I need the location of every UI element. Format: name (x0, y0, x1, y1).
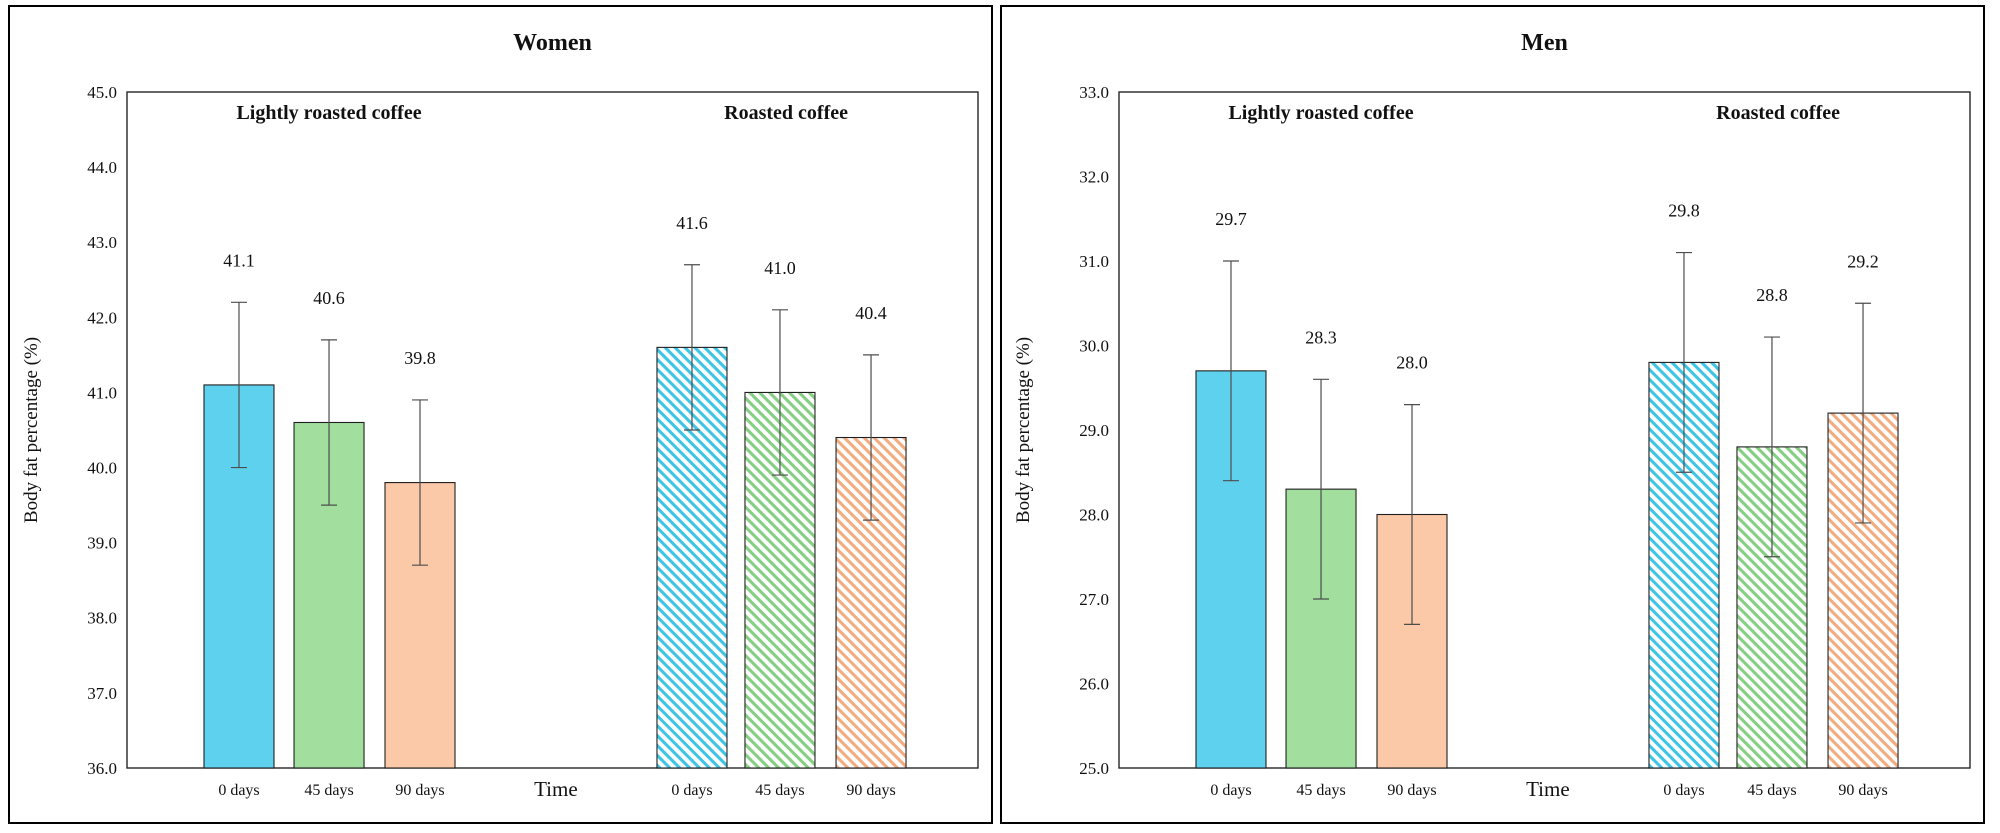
y-tick-label: 31.0 (1079, 252, 1109, 271)
y-tick-label: 28.0 (1079, 505, 1109, 524)
axis-frame (126, 91, 979, 769)
x-tick-label: 45 days (1296, 782, 1345, 799)
x-tick-label: 45 days (1747, 782, 1796, 799)
x-tick-label: 90 days (1838, 782, 1887, 799)
group-label: Lightly roasted coffee (236, 102, 421, 124)
x-tick-label: 90 days (1387, 782, 1436, 799)
y-tick-label: 30.0 (1079, 336, 1109, 355)
y-tick-label: 32.0 (1079, 167, 1109, 186)
y-tick-label: 40.0 (87, 459, 117, 478)
value-label: 28.8 (1756, 285, 1788, 305)
group-label: Lightly roasted coffee (1228, 102, 1413, 124)
y-tick-label: 33.0 (1079, 83, 1109, 102)
y-axis-label: Body fat percentage (%) (1013, 337, 1034, 523)
value-label: 29.2 (1847, 251, 1879, 271)
x-axis-label: Time (1526, 777, 1570, 801)
men-chart-panel: Men 33.0 32.0 31.0 30.0 29.0 28.0 27.0 26.0 25.0 B… (1000, 5, 1985, 824)
men-chart: Men 33.0 32.0 31.0 30.0 29.0 28.0 27.0 26.0 25.0 B… (1013, 30, 1971, 801)
x-tick-label: 45 days (304, 782, 353, 799)
y-tick-label: 44.0 (87, 158, 117, 177)
y-tick-label: 36.0 (87, 759, 117, 778)
value-label: 40.6 (313, 288, 345, 308)
women-chart-panel: Women 45.0 44.0 43.0 42.0 41.0 40.0 39.0 38.0 37.… (8, 5, 993, 824)
value-label: 29.8 (1668, 201, 1700, 221)
x-axis-label: Time (534, 777, 578, 801)
value-label: 29.7 (1215, 209, 1247, 229)
x-tick-label: 90 days (395, 782, 444, 799)
group-label: Roasted coffee (1716, 102, 1840, 124)
y-tick-label: 39.0 (87, 534, 117, 553)
axis-frame (1118, 91, 1971, 769)
y-tick-label: 42.0 (87, 308, 117, 327)
y-axis-label: Body fat percentage (%) (21, 337, 42, 523)
y-tick-label: 37.0 (87, 684, 117, 703)
value-label: 41.0 (764, 258, 796, 278)
x-tick-label: 0 days (671, 782, 712, 799)
x-tick-label: 0 days (1210, 782, 1251, 799)
y-tick-label: 38.0 (87, 609, 117, 628)
x-tick-label: 0 days (218, 782, 259, 799)
y-tick-label: 43.0 (87, 233, 117, 252)
value-label: 40.4 (855, 303, 887, 323)
x-tick-label: 90 days (846, 782, 895, 799)
x-tick-label: 45 days (755, 782, 804, 799)
y-tick-label: 27.0 (1079, 590, 1109, 609)
value-label: 41.6 (676, 213, 708, 233)
y-tick-label: 29.0 (1079, 421, 1109, 440)
value-label: 39.8 (404, 348, 436, 368)
value-label: 28.0 (1396, 353, 1428, 373)
women-chart: Women 45.0 44.0 43.0 42.0 41.0 40.0 39.0 38.0 37.… (21, 30, 979, 801)
x-tick-label: 0 days (1663, 782, 1704, 799)
y-tick-label: 45.0 (87, 83, 117, 102)
panel-title: Women (513, 30, 592, 56)
value-label: 28.3 (1305, 327, 1337, 347)
group-label: Roasted coffee (724, 102, 848, 124)
y-tick-label: 41.0 (87, 383, 117, 402)
panel-title: Men (1521, 30, 1568, 56)
y-tick-label: 26.0 (1079, 674, 1109, 693)
y-tick-label: 25.0 (1079, 759, 1109, 778)
value-label: 41.1 (223, 250, 255, 270)
